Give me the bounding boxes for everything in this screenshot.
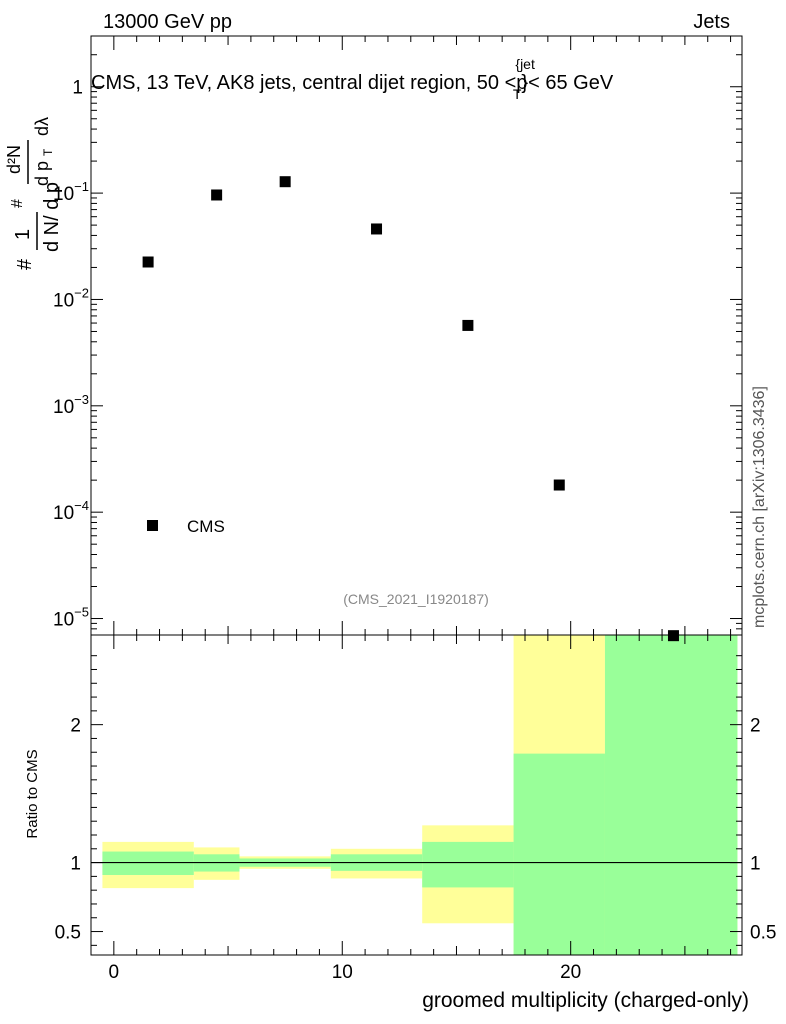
main-ytick-label-5: 10−5 — [53, 605, 89, 631]
main-panel-frame — [90, 35, 743, 636]
cms-point-1 — [211, 189, 223, 201]
ratio-ytick-label-right-2: 2 — [750, 716, 761, 737]
ylabel-dpt: d p — [32, 161, 52, 186]
ratio-ytick-label-left-1: 1 — [70, 854, 81, 875]
cms-point-2 — [279, 176, 291, 188]
header-right: Jets — [693, 11, 730, 33]
ratio-xtick-label-0: 0 — [109, 962, 120, 983]
ratio-bands — [91, 635, 742, 955]
ylabel-dlambda: dλ — [32, 117, 52, 136]
ratio-ytick-label-right-0: 0.5 — [750, 923, 776, 944]
x-axis-label: groomed multiplicity (charged-only) — [422, 989, 749, 1012]
ylabel-d2n: d²N — [4, 145, 24, 174]
ratio-ytick-label-left-2: 2 — [70, 716, 81, 737]
analysis-id: (CMS_2021_I1920187) — [343, 591, 489, 607]
data-points — [142, 176, 679, 642]
ratio-band-stat-bin-0 — [102, 851, 194, 875]
legend-label: CMS — [187, 517, 225, 536]
legend: CMS — [147, 517, 225, 536]
chart-title-main: CMS, 13 TeV, AK8 jets, central dijet reg… — [91, 72, 527, 94]
cms-point-5 — [553, 479, 565, 491]
ylabel-one: 1 — [12, 229, 34, 240]
cms-point-3 — [371, 223, 383, 235]
chart-title-sub: T — [513, 86, 522, 102]
ylabel-dn: d N/ d p — [41, 182, 63, 252]
ratio-ytick-label-left-0: 0.5 — [55, 923, 81, 944]
main-ytick-label-3: 10−3 — [53, 392, 89, 418]
cms-point-0 — [142, 256, 154, 268]
side-label: mcplots.cern.ch [arXiv:1306.3436] — [751, 386, 768, 628]
ratio-xtick-label-2: 20 — [560, 962, 581, 983]
main-y-axis-label: # 1 d N/ d p # d²N d p T dλ — [4, 117, 63, 270]
ratio-band-stat-bin-6 — [604, 635, 738, 955]
chart-title: CMS, 13 TeV, AK8 jets, central dijet reg… — [91, 56, 614, 102]
main-ytick-label-0: 1 — [72, 78, 83, 99]
ylabel-hash-mid: # — [9, 199, 26, 208]
chart-title-sup: {jet — [515, 56, 535, 72]
main-ytick-label-4: 10−4 — [53, 498, 89, 524]
ylabel-hash-left: # — [14, 258, 36, 270]
main-ytick-label-1: 10−1 — [53, 179, 89, 205]
ratio-panel-frame — [90, 634, 743, 956]
main-ytick-label-2: 10−2 — [53, 285, 89, 311]
legend-marker — [147, 520, 158, 531]
header-left: 13000 GeV pp — [103, 11, 232, 33]
cms-point-6 — [667, 630, 679, 642]
ratio-ytick-label-right-1: 1 — [750, 854, 761, 875]
cms-point-4 — [462, 319, 474, 331]
ratio-y-axis-label: Ratio to CMS — [24, 749, 41, 838]
ratio-band-stat-bin-4 — [422, 841, 514, 888]
ylabel-t-sub: T — [41, 148, 55, 156]
main-axes: 1 10−1 10−2 10−3 10−4 10−5 — [53, 35, 742, 636]
ratio-band-stat-bin-5 — [513, 753, 605, 955]
chart-title-tail: }< 65 GeV — [521, 72, 613, 94]
ratio-axes: 0 10 20 0.5 0.5 1 1 2 2 — [55, 635, 776, 983]
ratio-xtick-label-1: 10 — [332, 962, 353, 983]
